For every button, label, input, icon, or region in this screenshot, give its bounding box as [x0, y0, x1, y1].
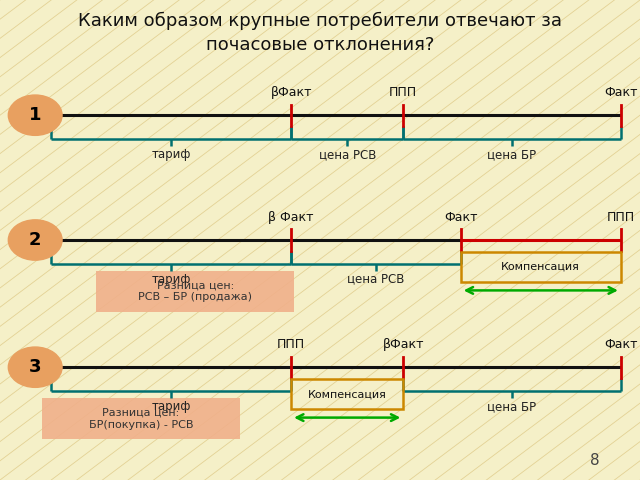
Text: цена БР: цена БР [488, 148, 536, 161]
Text: Факт: Факт [604, 86, 637, 99]
Text: Компенсация: Компенсация [501, 262, 580, 272]
FancyBboxPatch shape [96, 271, 294, 312]
Text: βФакт: βФакт [383, 338, 424, 351]
Text: 8: 8 [590, 453, 600, 468]
Text: βФакт: βФакт [271, 86, 312, 99]
Circle shape [8, 347, 62, 387]
Text: ППП: ППП [389, 86, 417, 99]
Text: Каким образом крупные потребители отвечают за: Каким образом крупные потребители отвеча… [78, 12, 562, 30]
Text: тариф: тариф [152, 148, 191, 161]
Text: почасовые отклонения?: почасовые отклонения? [206, 36, 434, 54]
Text: ППП: ППП [277, 338, 305, 351]
Text: Разница цен:
БР(покупка) - РСВ: Разница цен: БР(покупка) - РСВ [88, 408, 193, 430]
Text: цена БР: цена БР [488, 400, 536, 413]
Text: цена РСВ: цена РСВ [348, 273, 404, 286]
Text: цена РСВ: цена РСВ [319, 148, 376, 161]
Text: Компенсация: Компенсация [308, 389, 387, 399]
Text: 1: 1 [29, 106, 42, 124]
Text: ППП: ППП [607, 211, 635, 224]
Text: Разница цен:
РСВ – БР (продажа): Разница цен: РСВ – БР (продажа) [138, 281, 252, 302]
Text: 3: 3 [29, 358, 42, 376]
Text: β Факт: β Факт [268, 211, 314, 224]
Text: тариф: тариф [152, 273, 191, 286]
Text: Факт: Факт [444, 211, 477, 224]
FancyBboxPatch shape [42, 398, 240, 439]
Circle shape [8, 220, 62, 260]
Text: 2: 2 [29, 231, 42, 249]
Circle shape [8, 95, 62, 135]
Text: тариф: тариф [152, 400, 191, 413]
Text: Факт: Факт [604, 338, 637, 351]
